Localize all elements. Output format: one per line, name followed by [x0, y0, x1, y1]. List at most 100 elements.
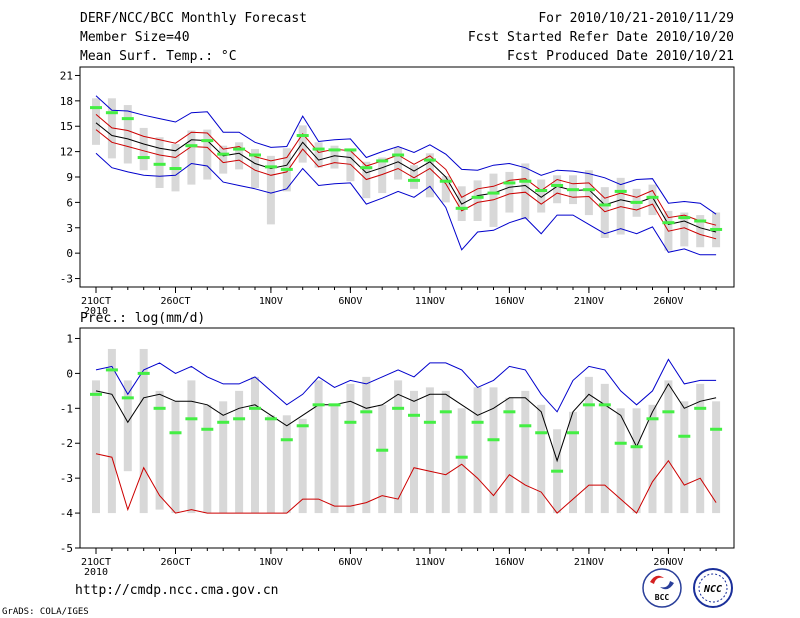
variable-label: Mean Surf. Temp.: °C [80, 49, 237, 64]
prec-range-bar [648, 404, 657, 514]
prec-range-bar [282, 415, 291, 514]
temp-range-bar [696, 215, 705, 248]
precipitation-panel: -5 -4 -3 -2 -1 0 1 21OCT 26OCT 1NOV 6NOV 11NOV 16NOV… [60, 327, 735, 578]
temp-range-bar [584, 170, 593, 216]
temp-range-bar [473, 180, 482, 221]
prec-marker [280, 438, 293, 442]
temp-marker [137, 156, 150, 160]
prec-x-tick-label: 26OCT [160, 557, 190, 568]
prec-marker [646, 417, 659, 421]
temp-x-tick-label: 26OCT [160, 296, 190, 307]
prec-range-bar [489, 387, 498, 514]
prec-range-bar [123, 380, 132, 472]
temp-y-tick-label: 3 [66, 222, 73, 235]
produced-date-label: Fcst Produced Date 2010/10/21 [507, 49, 734, 64]
prec-marker [249, 406, 261, 410]
temp-min-line [95, 152, 717, 256]
prec-range-bar [441, 390, 450, 514]
prec-y-tick-label: -5 [60, 542, 73, 555]
prec-range-bar [330, 404, 339, 514]
temp-marker [519, 179, 532, 183]
temp-marker [471, 195, 484, 199]
temp-range-bar [298, 125, 307, 163]
temp-marker [567, 188, 579, 192]
prec-marker [408, 413, 420, 417]
temp-marker [503, 181, 516, 185]
temp-marker [249, 153, 261, 157]
prec-range-bar [632, 408, 641, 514]
prec-marker [90, 392, 102, 396]
temp-range-bar [235, 142, 244, 170]
temp-marker [105, 111, 118, 115]
temp-x-year-label: 2010 [84, 306, 108, 317]
temp-marker [630, 200, 643, 204]
temp-marker [153, 162, 166, 166]
prec-range-bar [696, 383, 705, 514]
prec-range-bar [712, 401, 721, 514]
start-date-label: Fcst Started Refer Date 2010/10/20 [468, 30, 734, 45]
prec-marker [296, 424, 309, 428]
temp-y-tick-label: -3 [60, 273, 73, 286]
prec-range-bar [92, 380, 100, 514]
temp-x-tick-label: 26NOV [653, 296, 683, 307]
prec-marker [519, 424, 532, 428]
prec-range-bar [235, 390, 244, 514]
chart-title: DERF/NCC/BCC Monthly Forecast [80, 11, 307, 26]
temp-marker [423, 158, 436, 162]
prec-range-bar [171, 401, 180, 514]
temp-range-bar [187, 130, 196, 185]
temp-range-bar [155, 137, 164, 188]
footer-url[interactable]: http://cmdp.ncc.cma.gov.cn [75, 583, 279, 598]
prec-range-bar [584, 376, 593, 514]
prec-marker [105, 368, 118, 372]
temp-range-bar [330, 145, 339, 169]
prec-marker [710, 427, 723, 431]
prec-marker [264, 417, 277, 421]
temp-marker [646, 195, 659, 199]
temp-x-tick-label: 16NOV [494, 296, 524, 307]
prec-x-tick-label: 26NOV [653, 557, 683, 568]
temp-y-tick-label: 12 [60, 146, 73, 159]
prec-y-tick-label: -4 [60, 507, 74, 520]
prec-x-year-label: 2010 [84, 567, 108, 578]
precip-panel-title: Prec.: log(mm/d) [80, 311, 205, 326]
temp-range-bar [553, 175, 562, 204]
prec-marker [567, 431, 579, 435]
prec-y-tick-label: -2 [60, 437, 73, 450]
grads-credit: GrADS: COLA/IGES [2, 607, 89, 617]
prec-marker [439, 410, 452, 414]
prec-marker [582, 403, 595, 407]
temp-marker [217, 152, 230, 156]
temp-range-bar [537, 179, 546, 213]
temp-marker [376, 159, 389, 163]
prec-y-tick-label: -3 [60, 472, 73, 485]
bcc-logo-text: BCC [655, 593, 670, 602]
temp-marker [582, 188, 595, 192]
temp-marker [392, 153, 405, 157]
prec-marker [455, 455, 468, 459]
prec-range-bar [425, 387, 434, 514]
temp-lower-spread-line [95, 129, 717, 240]
temp-range-bar [123, 105, 132, 164]
prec-x-tick-label: 11NOV [415, 557, 445, 568]
prec-marker [153, 406, 166, 410]
temp-x-tick-label: 6NOV [338, 296, 362, 307]
prec-range-bar [314, 380, 323, 514]
temp-marker [551, 183, 564, 187]
prec-x-tick-label: 21OCT [81, 557, 111, 568]
prec-marker [423, 420, 436, 424]
temp-mean-line [95, 122, 717, 233]
prec-marker [598, 403, 611, 407]
temp-range-bar [346, 149, 355, 182]
prec-marker [121, 396, 134, 400]
prec-range-bar [266, 415, 275, 514]
temp-marker [439, 179, 452, 183]
bcc-logo: BCC [642, 568, 682, 608]
temp-marker [280, 167, 293, 171]
temp-x-tick-label: 21OCT [81, 296, 111, 307]
prec-marker [185, 417, 198, 421]
temp-x-tick-label: 1NOV [259, 296, 283, 307]
prec-x-tick-label: 21NOV [574, 557, 604, 568]
prec-range-bar [616, 408, 625, 514]
